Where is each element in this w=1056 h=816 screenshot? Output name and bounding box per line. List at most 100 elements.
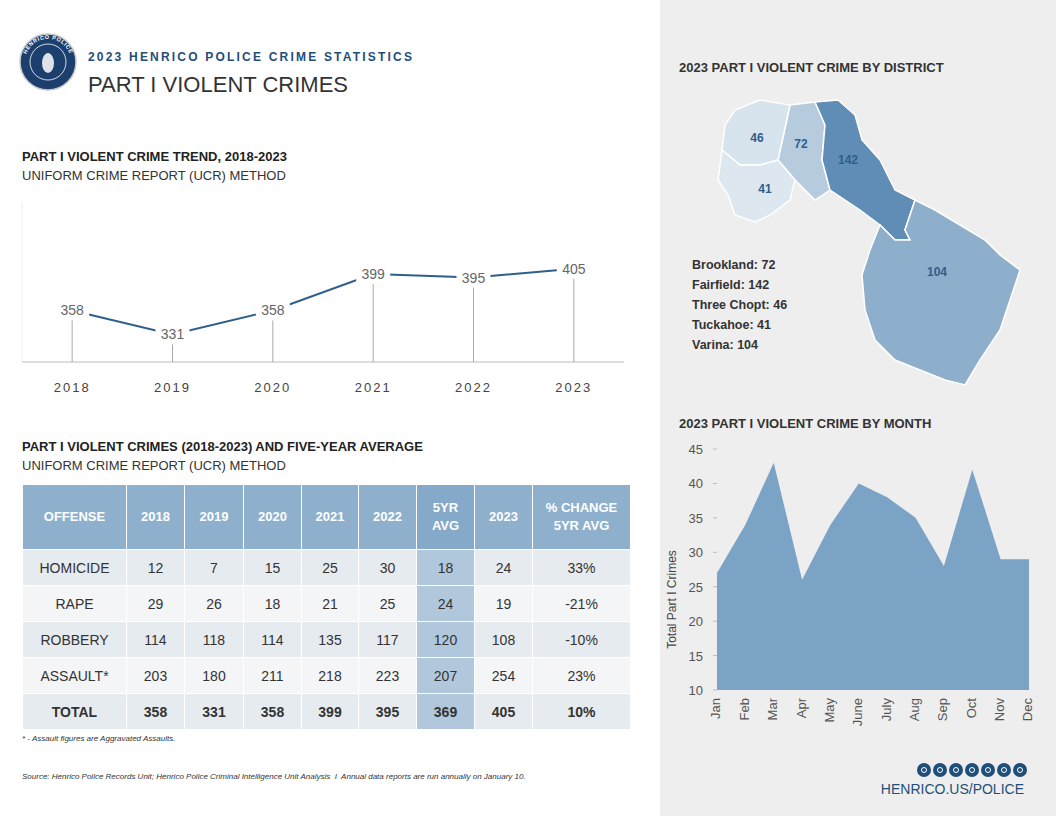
district-label: 46 xyxy=(750,131,764,145)
social-icon xyxy=(965,763,979,777)
table-cell: 15 xyxy=(244,550,302,586)
source-note: Source: Henrico Police Records Unit; Hen… xyxy=(22,772,526,781)
x-tick-label: Sep xyxy=(935,698,950,721)
social-icon-glyph xyxy=(1018,768,1023,773)
separator: : xyxy=(749,318,757,332)
table-cell: 399 xyxy=(302,694,359,730)
y-tick-label: 10 xyxy=(689,683,703,698)
separator: : xyxy=(766,298,774,312)
table-cell: 203 xyxy=(127,658,185,694)
table-cell: 10% xyxy=(533,694,631,730)
district-entry: Tuckahoe: 41 xyxy=(692,318,771,332)
district-region xyxy=(722,100,790,165)
x-tick-label: Dec xyxy=(1020,698,1035,722)
district-entry: Brookland: 72 xyxy=(692,258,775,272)
x-tick-label: Mar xyxy=(765,697,780,720)
table-cell: 7 xyxy=(185,550,244,586)
x-tick-label: Oct xyxy=(964,698,979,719)
data-label: 405 xyxy=(562,261,586,277)
table-title: PART I VIOLENT CRIMES (2018-2023) AND FI… xyxy=(22,439,423,454)
district-label: 142 xyxy=(838,153,858,167)
district-name: Fairfield xyxy=(692,278,741,292)
y-tick-label: 20 xyxy=(689,614,703,629)
table-cell: 223 xyxy=(359,658,417,694)
label-bg xyxy=(457,269,491,287)
y-tick xyxy=(713,586,717,587)
label-bg xyxy=(55,301,89,319)
y-axis-label: Total Part I Crimes xyxy=(665,550,679,649)
district-value: 142 xyxy=(748,278,769,292)
district-entry: Varina: 104 xyxy=(692,338,758,352)
crime-table: OFFENSE201820192020202120225YR AVG2023% … xyxy=(22,484,631,730)
data-label: 331 xyxy=(161,326,185,342)
district-value: 46 xyxy=(773,298,787,312)
table-row: ROBBERY114118114135117120108-10% xyxy=(23,622,631,658)
x-tick-label: 2022 xyxy=(455,380,492,395)
drop-line xyxy=(473,288,474,362)
social-icon xyxy=(917,763,931,777)
district-entry: Fairfield: 142 xyxy=(692,278,769,292)
x-tick-label: June xyxy=(850,698,865,726)
y-axis-line xyxy=(22,202,23,362)
district-map xyxy=(718,100,1020,385)
social-icon xyxy=(949,763,963,777)
district-value: 41 xyxy=(757,318,771,332)
column-header: 2022 xyxy=(359,485,417,550)
drop-line xyxy=(172,344,173,362)
y-tick xyxy=(713,517,717,518)
y-tick xyxy=(713,483,717,484)
x-tick-label: 2023 xyxy=(555,380,592,395)
y-tick-label: 45 xyxy=(689,442,703,457)
row-label: ASSAULT* xyxy=(23,658,127,694)
table-cell: 23% xyxy=(533,658,631,694)
table-cell: 19 xyxy=(475,586,533,622)
logo-figure xyxy=(42,53,54,73)
logo: HENRICO POLICE xyxy=(20,34,76,90)
column-header: 2020 xyxy=(244,485,302,550)
social-icon-glyph xyxy=(922,768,927,773)
table-cell: 218 xyxy=(302,658,359,694)
logo-disc xyxy=(20,34,76,90)
column-header: 2019 xyxy=(185,485,244,550)
social-icon-glyph xyxy=(938,768,943,773)
table-cell: 120 xyxy=(417,622,475,658)
column-header: 2023 xyxy=(475,485,533,550)
table-cell: 29 xyxy=(127,586,185,622)
x-tick-label: July xyxy=(879,698,894,722)
table-cell: 358 xyxy=(244,694,302,730)
data-label: 399 xyxy=(361,266,385,282)
kicker: 2023 HENRICO POLICE CRIME STATISTICS xyxy=(88,50,414,64)
table-row: RAPE29261821252419-21% xyxy=(23,586,631,622)
table-cell: 207 xyxy=(417,658,475,694)
district-value: 72 xyxy=(761,258,775,272)
table-cell: 21 xyxy=(302,586,359,622)
social-icon-glyph xyxy=(954,768,959,773)
footnote: * - Assault figures are Aggravated Assau… xyxy=(22,734,175,743)
table-cell: -21% xyxy=(533,586,631,622)
row-label: TOTAL xyxy=(23,694,127,730)
y-tick-label: 25 xyxy=(689,580,703,595)
social-icon-glyph xyxy=(1002,768,1007,773)
y-tick-label: 40 xyxy=(689,476,703,491)
x-tick-label: 2020 xyxy=(254,380,291,395)
table-cell: 331 xyxy=(185,694,244,730)
table-cell: 30 xyxy=(359,550,417,586)
y-tick-label: 35 xyxy=(689,511,703,526)
table-cell: 108 xyxy=(475,622,533,658)
x-tick-label: Feb xyxy=(737,698,752,720)
side-panel xyxy=(660,0,1056,816)
table-cell: 18 xyxy=(244,586,302,622)
area xyxy=(717,463,1029,690)
district-entry: Three Chopt: 46 xyxy=(692,298,787,312)
table-cell: 211 xyxy=(244,658,302,694)
separator: : xyxy=(754,258,762,272)
column-header: 2021 xyxy=(302,485,359,550)
table-cell: 369 xyxy=(417,694,475,730)
district-name: Brookland xyxy=(692,258,754,272)
table-cell: 358 xyxy=(127,694,185,730)
district-label: 72 xyxy=(794,137,808,151)
social-icon xyxy=(1013,763,1027,777)
logo-text-path: HENRICO POLICE xyxy=(22,34,74,55)
plot-marks xyxy=(72,269,574,362)
y-tick xyxy=(713,655,717,656)
